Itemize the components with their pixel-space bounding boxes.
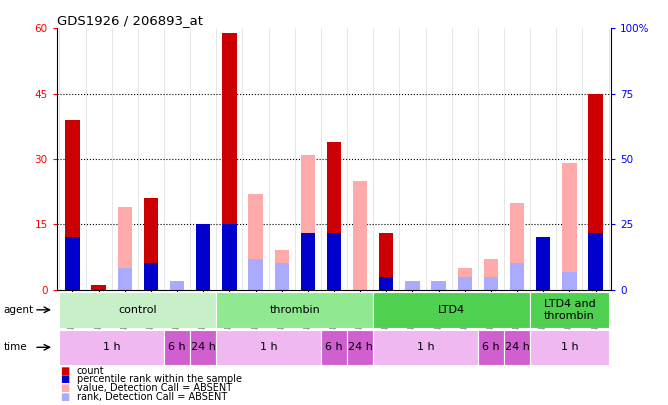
Bar bbox=[484, 259, 498, 290]
Bar bbox=[379, 277, 393, 290]
Bar bbox=[65, 120, 79, 290]
Bar bbox=[510, 264, 524, 290]
Bar bbox=[65, 237, 79, 290]
Bar bbox=[275, 264, 289, 290]
Bar bbox=[321, 330, 347, 364]
Bar bbox=[196, 264, 210, 290]
Bar bbox=[373, 292, 530, 328]
Bar bbox=[327, 233, 341, 290]
Text: 1 h: 1 h bbox=[103, 342, 120, 352]
Bar bbox=[196, 224, 210, 290]
Text: 24 h: 24 h bbox=[504, 342, 530, 352]
Bar bbox=[216, 330, 321, 364]
Bar bbox=[327, 142, 341, 290]
Bar bbox=[432, 281, 446, 290]
Bar bbox=[170, 281, 184, 290]
Bar bbox=[301, 233, 315, 290]
Text: 1 h: 1 h bbox=[560, 342, 578, 352]
Bar bbox=[164, 330, 190, 364]
Bar bbox=[510, 202, 524, 290]
Bar bbox=[196, 281, 210, 290]
Bar bbox=[347, 330, 373, 364]
Text: LTD4 and
thrombin: LTD4 and thrombin bbox=[544, 299, 595, 321]
Text: 24 h: 24 h bbox=[191, 342, 216, 352]
Bar bbox=[144, 268, 158, 290]
Bar bbox=[92, 285, 106, 290]
Text: LTD4: LTD4 bbox=[438, 305, 465, 315]
Bar bbox=[562, 163, 576, 290]
Bar bbox=[373, 330, 478, 364]
Bar bbox=[589, 94, 603, 290]
Bar bbox=[458, 268, 472, 290]
Bar bbox=[536, 272, 550, 290]
Text: rank, Detection Call = ABSENT: rank, Detection Call = ABSENT bbox=[77, 392, 227, 402]
Bar bbox=[536, 237, 550, 290]
Bar bbox=[190, 330, 216, 364]
Text: percentile rank within the sample: percentile rank within the sample bbox=[77, 375, 242, 384]
Text: time: time bbox=[3, 342, 27, 352]
Bar bbox=[432, 281, 446, 290]
Bar bbox=[405, 281, 420, 290]
Text: 6 h: 6 h bbox=[482, 342, 500, 352]
Text: ■: ■ bbox=[60, 375, 69, 384]
Bar bbox=[248, 194, 263, 290]
Bar bbox=[530, 330, 609, 364]
Text: 6 h: 6 h bbox=[325, 342, 343, 352]
Text: GDS1926 / 206893_at: GDS1926 / 206893_at bbox=[57, 14, 203, 27]
Bar bbox=[275, 250, 289, 290]
Bar bbox=[59, 330, 164, 364]
Bar bbox=[222, 33, 236, 290]
Bar bbox=[458, 277, 472, 290]
Text: 1 h: 1 h bbox=[260, 342, 277, 352]
Text: thrombin: thrombin bbox=[269, 305, 320, 315]
Text: 1 h: 1 h bbox=[417, 342, 434, 352]
Bar bbox=[170, 285, 184, 290]
Text: ■: ■ bbox=[60, 384, 69, 393]
Bar bbox=[216, 292, 373, 328]
Bar bbox=[530, 292, 609, 328]
Text: ■: ■ bbox=[60, 392, 69, 402]
Bar bbox=[118, 207, 132, 290]
Bar bbox=[118, 268, 132, 290]
Bar bbox=[353, 181, 367, 290]
Bar bbox=[379, 233, 393, 290]
Text: ■: ■ bbox=[60, 366, 69, 375]
Text: count: count bbox=[77, 366, 104, 375]
Text: 24 h: 24 h bbox=[348, 342, 373, 352]
Bar bbox=[478, 330, 504, 364]
Text: control: control bbox=[118, 305, 157, 315]
Bar bbox=[484, 277, 498, 290]
Bar bbox=[301, 155, 315, 290]
Bar bbox=[144, 198, 158, 290]
Bar bbox=[144, 264, 158, 290]
Bar bbox=[405, 285, 420, 290]
Bar bbox=[562, 272, 576, 290]
Text: value, Detection Call = ABSENT: value, Detection Call = ABSENT bbox=[77, 384, 232, 393]
Bar bbox=[248, 259, 263, 290]
Bar bbox=[222, 224, 236, 290]
Bar bbox=[589, 233, 603, 290]
Bar bbox=[504, 330, 530, 364]
Text: 6 h: 6 h bbox=[168, 342, 186, 352]
Bar bbox=[59, 292, 216, 328]
Text: agent: agent bbox=[3, 305, 33, 315]
